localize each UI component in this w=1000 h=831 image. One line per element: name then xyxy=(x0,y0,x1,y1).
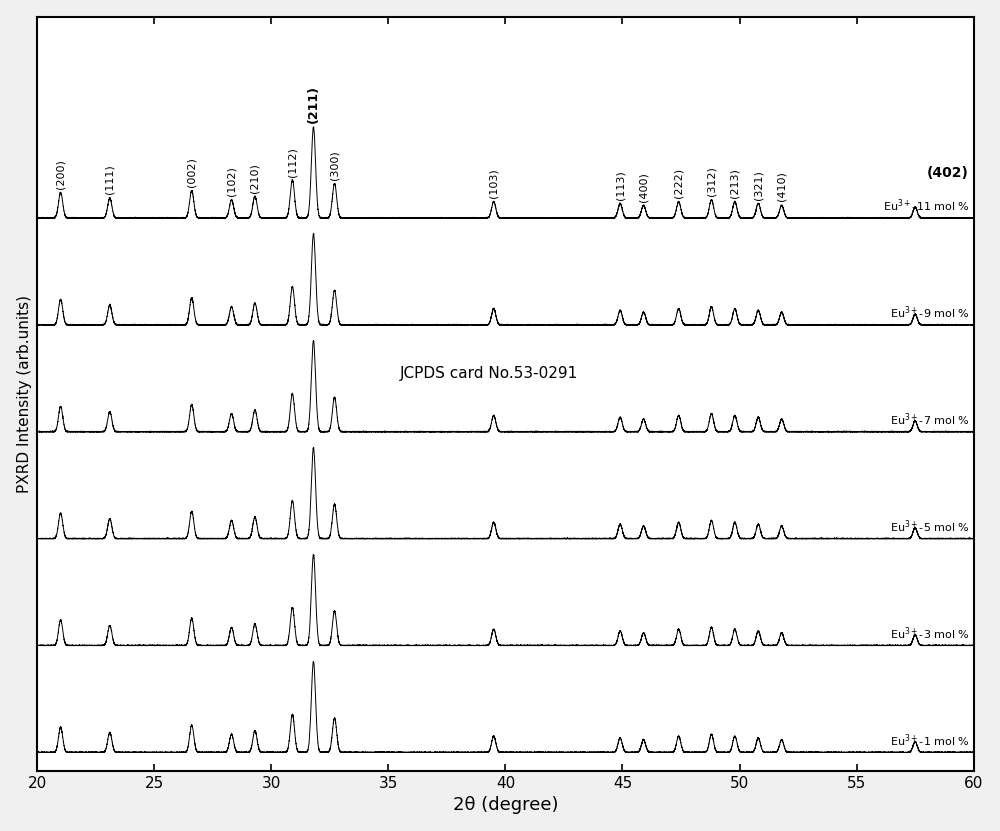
Text: Eu$^{3+}$-5 mol %: Eu$^{3+}$-5 mol % xyxy=(890,519,970,535)
Text: (300): (300) xyxy=(330,150,340,180)
Text: (102): (102) xyxy=(227,166,237,196)
Text: (103): (103) xyxy=(489,169,499,199)
Text: (113): (113) xyxy=(615,170,625,200)
Text: (213): (213) xyxy=(730,169,740,199)
Text: (400): (400) xyxy=(639,172,649,202)
Text: Eu$^{3+}$-7 mol %: Eu$^{3+}$-7 mol % xyxy=(890,411,970,428)
Text: Eu$^{3+}$-11 mol %: Eu$^{3+}$-11 mol % xyxy=(883,198,970,214)
Text: (200): (200) xyxy=(56,159,66,189)
Text: (211): (211) xyxy=(307,86,320,123)
Text: (002): (002) xyxy=(187,157,197,187)
Text: (210): (210) xyxy=(250,163,260,193)
Text: (321): (321) xyxy=(753,170,763,200)
Text: (410): (410) xyxy=(777,171,787,201)
Y-axis label: PXRD Intensity (arb.units): PXRD Intensity (arb.units) xyxy=(17,295,32,493)
Text: Eu$^{3+}$-3 mol %: Eu$^{3+}$-3 mol % xyxy=(890,625,970,642)
Text: (402): (402) xyxy=(927,165,969,179)
Text: (222): (222) xyxy=(674,168,684,198)
Text: Eu$^{3+}$-9 mol %: Eu$^{3+}$-9 mol % xyxy=(890,305,970,322)
Text: JCPDS card No.53-0291: JCPDS card No.53-0291 xyxy=(400,366,578,381)
Text: (112): (112) xyxy=(287,147,297,177)
Text: (111): (111) xyxy=(105,165,115,194)
Text: Eu$^{3+}$-1 mol %: Eu$^{3+}$-1 mol % xyxy=(890,732,970,749)
Text: (312): (312) xyxy=(706,166,716,196)
X-axis label: 2θ (degree): 2θ (degree) xyxy=(453,796,558,814)
